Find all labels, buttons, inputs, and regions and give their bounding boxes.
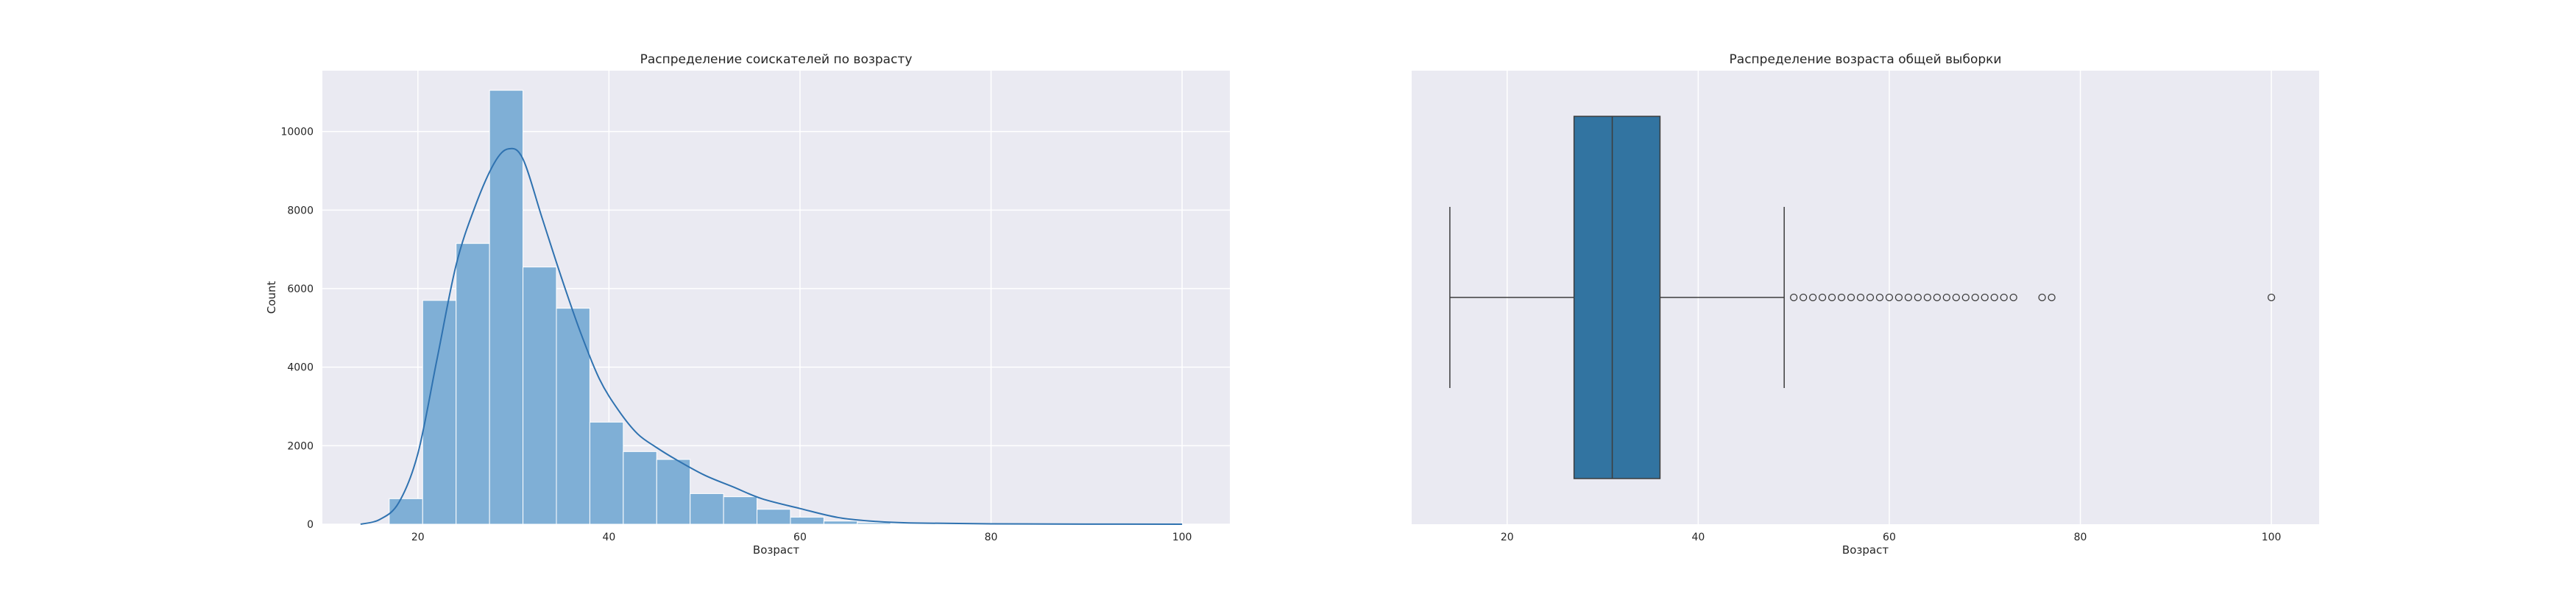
x-tick-label: 100 bbox=[1172, 532, 1192, 543]
x-tick-label: 20 bbox=[411, 532, 425, 543]
outlier-point bbox=[1914, 293, 1922, 302]
outlier-point bbox=[2267, 293, 2276, 302]
outlier-point bbox=[1904, 293, 1913, 302]
x-tick-label: 60 bbox=[793, 532, 807, 543]
histogram-bar bbox=[790, 516, 824, 525]
histogram-bar bbox=[456, 243, 490, 525]
outlier-point bbox=[1885, 293, 1894, 302]
outlier-point bbox=[1961, 293, 1970, 302]
outlier-point bbox=[1933, 293, 1941, 302]
histogram-bar bbox=[723, 496, 758, 525]
outlier-point bbox=[1990, 293, 1998, 302]
iqr-box bbox=[1573, 116, 1661, 479]
histogram-x-tick-labels: 20 40 60 80 100 bbox=[411, 532, 1192, 543]
y-tick-label: 10000 bbox=[280, 127, 314, 138]
boxplot-gridlines bbox=[1507, 71, 2272, 524]
outlier-point bbox=[1790, 293, 1798, 302]
histogram-bar bbox=[823, 521, 858, 525]
histogram-title: Распределение соискателей по возрасту bbox=[640, 52, 913, 67]
x-tick-label: 60 bbox=[1883, 532, 1896, 543]
outlier-point bbox=[1847, 293, 1855, 302]
histogram-bar bbox=[389, 498, 423, 525]
outlier-point bbox=[1827, 293, 1836, 302]
boxplot-outliers bbox=[1790, 293, 2276, 302]
outlier-point bbox=[2000, 293, 2008, 302]
x-tick-label: 80 bbox=[985, 532, 998, 543]
outlier-point bbox=[1875, 293, 1884, 302]
outlier-point bbox=[2048, 293, 2056, 302]
histogram-bar bbox=[623, 451, 657, 525]
outlier-point bbox=[1923, 293, 1932, 302]
x-tick-label: 40 bbox=[602, 532, 615, 543]
outlier-point bbox=[1942, 293, 1950, 302]
histogram-bar bbox=[757, 509, 791, 525]
histogram-bar bbox=[556, 308, 590, 525]
histogram-y-axis-label: Count bbox=[265, 281, 278, 314]
outlier-point bbox=[2009, 293, 2017, 302]
boxplot-x-axis-label: Возраст bbox=[1842, 543, 1889, 557]
outlier-point bbox=[1799, 293, 1808, 302]
boxplot-title: Распределение возраста общей выборки bbox=[1730, 52, 2002, 67]
y-tick-label: 0 bbox=[307, 519, 314, 531]
outlier-point bbox=[1856, 293, 1865, 302]
boxplot bbox=[1449, 116, 1785, 479]
boxplot-x-tick-labels: 20 40 60 80 100 bbox=[1501, 532, 2282, 543]
histogram-x-axis-label: Возраст bbox=[753, 543, 799, 557]
kde-curve bbox=[360, 147, 1183, 525]
histogram-bar bbox=[489, 90, 524, 525]
x-tick-label: 40 bbox=[1691, 532, 1705, 543]
outlier-point bbox=[1894, 293, 1903, 302]
outlier-point bbox=[1866, 293, 1875, 302]
age-boxplot-chart: 20 40 60 80 100 Распределение возраста общей… bbox=[1412, 52, 2319, 557]
histogram-bar bbox=[690, 493, 724, 525]
histogram-bar bbox=[589, 421, 624, 525]
outlier-point bbox=[2038, 293, 2046, 302]
outlier-point bbox=[1818, 293, 1827, 302]
outlier-point bbox=[1981, 293, 1989, 302]
histogram-bar bbox=[422, 300, 457, 525]
histogram-bar bbox=[857, 522, 891, 525]
outlier-point bbox=[1971, 293, 1979, 302]
x-tick-label: 80 bbox=[2074, 532, 2087, 543]
y-tick-label: 4000 bbox=[287, 362, 314, 374]
outlier-point bbox=[1952, 293, 1960, 302]
outlier-point bbox=[1808, 293, 1817, 302]
histogram-bar bbox=[523, 267, 557, 525]
y-tick-label: 8000 bbox=[287, 205, 314, 216]
y-tick-label: 2000 bbox=[287, 440, 314, 452]
x-tick-label: 20 bbox=[1501, 532, 1514, 543]
histogram-y-tick-labels: 0 2000 4000 6000 8000 10000 bbox=[280, 127, 314, 531]
x-tick-label: 100 bbox=[2262, 532, 2282, 543]
histogram-bar bbox=[656, 459, 691, 525]
age-histogram-chart: 20 40 60 80 100 0 2000 4000 6000 8000 10000 Распр… bbox=[265, 52, 1230, 557]
outlier-point bbox=[1837, 293, 1846, 302]
y-tick-label: 6000 bbox=[287, 283, 314, 295]
